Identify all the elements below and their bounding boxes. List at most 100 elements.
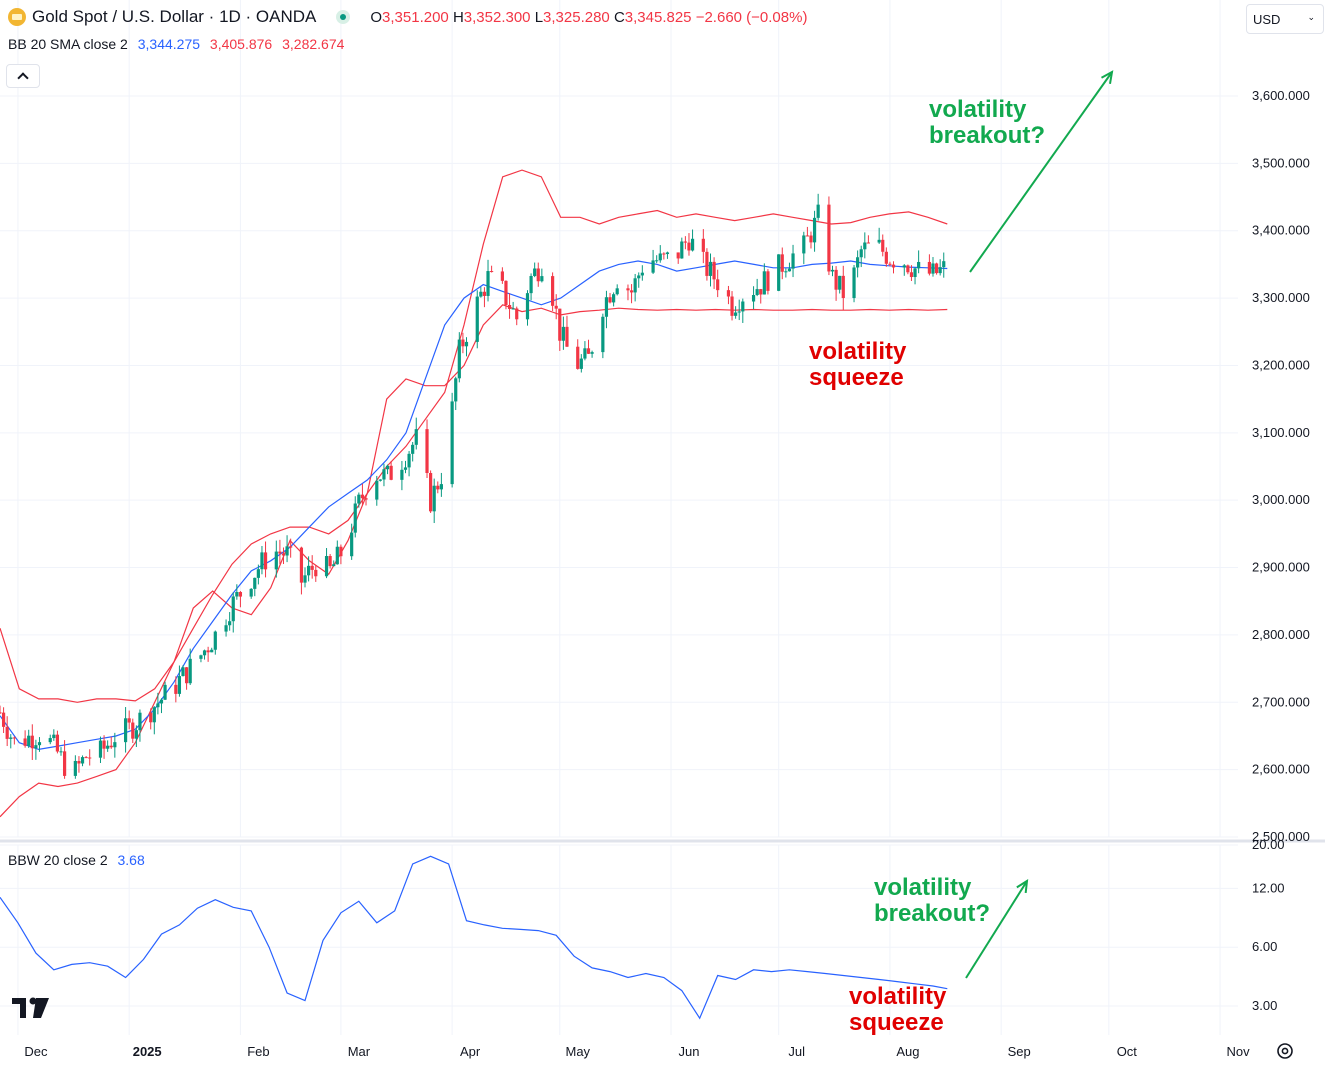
candle-body xyxy=(263,552,268,570)
bbw-pane[interactable] xyxy=(0,855,948,1020)
candle-body xyxy=(389,465,393,480)
candle xyxy=(626,284,630,301)
candle xyxy=(202,649,207,660)
candle-body xyxy=(332,564,336,567)
price-pane[interactable] xyxy=(0,169,948,818)
candle xyxy=(884,247,888,267)
candle-body xyxy=(716,279,720,291)
candle xyxy=(403,460,408,474)
candle-body xyxy=(231,596,235,622)
candle-body xyxy=(942,261,946,268)
candle-body xyxy=(400,469,404,480)
candle xyxy=(601,313,605,359)
symbol-title[interactable]: Gold Spot / U.S. Dollar · 1D · OANDA xyxy=(32,7,317,26)
collapse-legend-button[interactable] xyxy=(6,64,40,88)
annotation-main-breakout: volatility breakout? xyxy=(929,96,1046,149)
candle xyxy=(726,285,731,305)
candle-body xyxy=(917,261,921,269)
candle-body xyxy=(113,742,117,748)
candle-body xyxy=(12,737,16,739)
price-tick-label: 2,600.000 xyxy=(1252,762,1310,777)
candle-body xyxy=(360,494,365,499)
candle xyxy=(787,262,792,272)
candle-body xyxy=(278,551,282,554)
time-tick-label: Apr xyxy=(460,1044,481,1059)
bb-basis-line xyxy=(0,260,948,751)
tradingview-logo-icon[interactable] xyxy=(12,996,50,1020)
change-value: −2.660 (−0.08%) xyxy=(695,8,808,26)
candle-body xyxy=(576,346,580,369)
price-tick-label: 3,500.000 xyxy=(1252,155,1310,170)
candle xyxy=(289,538,293,558)
candle-body xyxy=(525,293,530,320)
candle-body xyxy=(1,712,6,727)
candle-body xyxy=(558,308,562,341)
candle xyxy=(235,584,239,600)
bbw-legend[interactable]: BBW 20 close 2 3.68 xyxy=(8,852,145,868)
candle-body xyxy=(561,326,565,341)
candle-body xyxy=(515,308,519,320)
candle xyxy=(683,236,687,250)
time-axis[interactable]: Dec 2025 Feb Mar Apr May Jun Jul Aug Sep Oct Nov xyxy=(24,1044,1250,1059)
bb-lower-value: 3,282.674 xyxy=(282,36,345,52)
candle xyxy=(927,254,931,276)
bb-basis-value: 3,344.275 xyxy=(137,36,201,52)
candle-body xyxy=(48,738,52,743)
time-tick-label: Mar xyxy=(348,1044,371,1059)
bbw-tick-label: 12.00 xyxy=(1252,880,1285,895)
candle xyxy=(5,716,9,747)
candle-body xyxy=(382,469,386,480)
candle-body xyxy=(590,352,594,354)
candle-body xyxy=(450,401,454,485)
candle xyxy=(931,257,935,277)
candle-body xyxy=(228,621,232,626)
time-tick-label: May xyxy=(566,1044,591,1059)
candle xyxy=(576,339,580,370)
candle xyxy=(199,654,203,663)
candle xyxy=(906,264,910,275)
candle xyxy=(841,265,845,310)
candle-body xyxy=(407,453,411,468)
candle xyxy=(37,737,42,752)
candle-body xyxy=(23,738,27,746)
bollinger-legend[interactable]: BB 20 SMA close 2 3,344.275 3,405.876 3,… xyxy=(8,36,344,52)
price-axis[interactable]: 3,600.000 3,500.000 3,400.000 3,300.000 3,20… xyxy=(1252,88,1310,844)
time-tick-label: Oct xyxy=(1117,1044,1138,1059)
candle-body xyxy=(565,326,569,347)
candle xyxy=(450,392,454,488)
arrow-shaft xyxy=(965,880,1028,979)
candle-body xyxy=(877,239,881,243)
candle-body xyxy=(712,261,716,280)
bb-label: BB 20 SMA close 2 xyxy=(8,36,128,52)
candle xyxy=(34,739,38,760)
candle-body xyxy=(310,565,314,570)
candle-body xyxy=(863,242,867,250)
candle-body xyxy=(812,217,817,243)
gear-icon[interactable] xyxy=(1274,1040,1296,1062)
candle-body xyxy=(357,494,361,504)
candle-body xyxy=(174,684,178,694)
candle xyxy=(335,540,339,565)
candle xyxy=(407,451,411,477)
candle-body xyxy=(604,297,609,317)
candle xyxy=(852,264,856,303)
currency-select[interactable]: USD ⌄ xyxy=(1246,4,1324,34)
candle xyxy=(429,470,433,513)
candle-body xyxy=(249,588,253,597)
candle xyxy=(0,705,2,715)
candle xyxy=(59,747,63,756)
candle xyxy=(102,735,106,759)
market-status-icon[interactable] xyxy=(336,10,351,24)
candle xyxy=(382,463,386,487)
candle-body xyxy=(866,242,870,244)
bbw-axis[interactable]: 20.00 12.00 6.00 3.00 xyxy=(1252,837,1285,1013)
candle-body xyxy=(30,735,34,749)
candle xyxy=(360,483,365,506)
candle-body xyxy=(260,552,264,570)
candle-body xyxy=(156,703,160,708)
candle xyxy=(400,460,404,491)
price-tick-label: 3,200.000 xyxy=(1252,357,1310,372)
candle xyxy=(324,548,329,579)
candle xyxy=(608,292,612,304)
